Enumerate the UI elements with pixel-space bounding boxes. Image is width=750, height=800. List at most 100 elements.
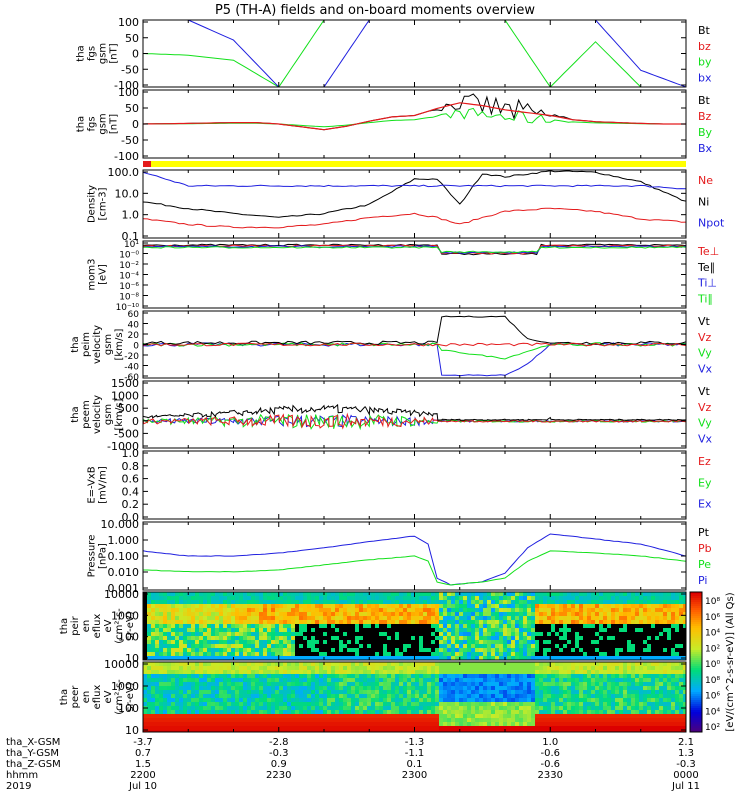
spectrogram-cell	[487, 682, 491, 686]
spectrogram-cell	[339, 706, 343, 710]
spectrogram-cell	[683, 648, 686, 652]
spectrogram-cell	[171, 686, 175, 690]
spectrogram-cell	[279, 702, 283, 706]
spectrogram-cell	[247, 718, 251, 722]
spectrogram-cell	[363, 628, 367, 632]
spectrogram-cell	[195, 702, 199, 706]
spectrogram-cell	[283, 726, 287, 730]
spectrogram-cell	[455, 726, 459, 730]
spectrogram-cell	[259, 678, 263, 682]
spectrogram-cell	[163, 714, 167, 718]
spectrogram-cell	[491, 636, 495, 640]
spectrogram-cell	[571, 670, 575, 674]
spectrogram-cell	[283, 656, 287, 660]
spectrogram-cell	[507, 714, 511, 718]
spectrogram-cell	[187, 730, 191, 732]
spectrogram-cell	[499, 730, 503, 732]
spectrogram-cell	[211, 644, 215, 648]
spectrogram-cell	[147, 616, 151, 620]
spectrogram-cell	[551, 648, 555, 652]
spectrogram-cell	[419, 722, 423, 726]
spectrogram-cell	[259, 686, 263, 690]
spectrogram-cell	[335, 616, 339, 620]
spectrogram-cell	[259, 706, 263, 710]
y-axis-label: sr-eV)	[125, 611, 136, 640]
spectrogram-cell	[331, 710, 335, 714]
spectrogram-cell	[315, 656, 319, 660]
spectrogram-cell	[619, 718, 623, 722]
spectrogram-cell	[571, 616, 575, 620]
spectrogram-cell	[635, 612, 639, 616]
spectrogram-cell	[451, 678, 455, 682]
spectrogram-cell	[587, 702, 591, 706]
spectrogram-cell	[323, 604, 327, 608]
spectrogram-cell	[503, 608, 507, 612]
spectrogram-cell	[351, 592, 355, 596]
spectrogram-cell	[215, 644, 219, 648]
spectrogram-cell	[343, 674, 347, 678]
spectrogram-cell	[207, 636, 211, 640]
spectrogram-cell	[527, 652, 531, 656]
spectrogram-cell	[583, 722, 587, 726]
spectrogram-cell	[147, 722, 151, 726]
spectrogram-cell	[311, 686, 315, 690]
spectrogram-cell	[195, 592, 199, 596]
spectrogram-cell	[523, 628, 527, 632]
spectrogram-cell	[323, 632, 327, 636]
y-tick-label: 60	[128, 310, 140, 320]
spectrogram-cell	[359, 730, 363, 732]
spectrogram-cell	[203, 624, 207, 628]
spectrogram-cell	[247, 604, 251, 608]
spectrogram-cell	[583, 678, 587, 682]
spectrogram-cell	[395, 600, 399, 604]
spectrogram-cell	[439, 730, 443, 732]
spectrogram-cell	[199, 632, 203, 636]
spectrogram-cell	[543, 730, 547, 732]
spectrogram-cell	[363, 640, 367, 644]
spectrogram-cell	[331, 726, 335, 730]
spectrogram-cell	[415, 714, 419, 718]
spectrogram-cell	[379, 674, 383, 678]
spectrogram-cell	[367, 628, 371, 632]
spectrogram-cell	[307, 686, 311, 690]
spectrogram-cell	[259, 702, 263, 706]
spectrogram-cell	[655, 648, 659, 652]
spectrogram-cell	[343, 656, 347, 660]
spectrogram-cell	[371, 690, 375, 694]
spectrogram-cell	[151, 666, 155, 670]
spectrogram-cell	[143, 624, 147, 628]
spectrogram-cell	[187, 620, 191, 624]
spectrogram-cell	[371, 624, 375, 628]
spectrogram-cell	[411, 596, 415, 600]
spectrogram-cell	[603, 608, 607, 612]
spectrogram-cell	[435, 690, 439, 694]
spectrogram-cell	[587, 600, 591, 604]
spectrogram-cell	[207, 726, 211, 730]
spectrogram-cell	[207, 632, 211, 636]
spectrogram-cell	[635, 600, 639, 604]
spectrogram-cell	[515, 652, 519, 656]
spectrogram-cell	[179, 616, 183, 620]
spectrogram-cell	[667, 600, 671, 604]
spectrogram-cell	[263, 726, 267, 730]
spectrogram-cell	[511, 608, 515, 612]
spectrogram-cell	[439, 710, 443, 714]
spectrogram-cell	[295, 666, 299, 670]
spectrogram-cell	[591, 722, 595, 726]
spectrogram-cell	[199, 600, 203, 604]
spectrogram-cell	[495, 612, 499, 616]
y-tick-label: 40	[128, 321, 140, 331]
spectrogram-cell	[179, 656, 183, 660]
spectrogram-cell	[335, 678, 339, 682]
series-vx-line	[143, 342, 686, 377]
spectrogram-cell	[279, 698, 283, 702]
spectrogram-cell	[247, 596, 251, 600]
spectrogram-cell	[391, 652, 395, 656]
spectrogram-cell	[279, 596, 283, 600]
spectrogram-cell	[495, 600, 499, 604]
spectrogram-cell	[339, 690, 343, 694]
spectrogram-cell	[551, 652, 555, 656]
spectrogram-cell	[639, 604, 643, 608]
spectrogram-cell	[363, 690, 367, 694]
spectrogram-cell	[275, 674, 279, 678]
